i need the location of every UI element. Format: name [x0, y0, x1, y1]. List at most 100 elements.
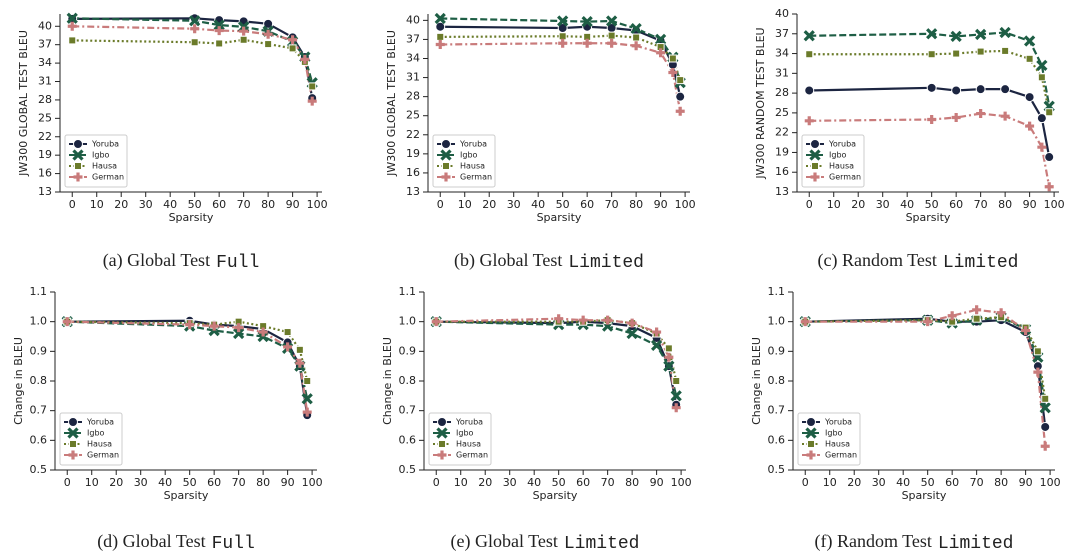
marker [435, 40, 445, 50]
y-tick-label: 0.5 [768, 463, 786, 476]
marker [1041, 394, 1050, 403]
marker [437, 417, 447, 427]
marker [68, 36, 77, 45]
marker [441, 172, 451, 182]
legend: Yoruba Igbo Hausa German [64, 134, 128, 188]
series-line [440, 34, 682, 81]
caption: (f) Random Test Limited [814, 531, 1013, 554]
legend-label: Igbo [825, 429, 843, 438]
marker [263, 18, 274, 29]
y-tick-label: 13 [38, 185, 52, 198]
y-tick-label: 19 [38, 148, 52, 161]
marker [239, 26, 249, 36]
marker [804, 116, 814, 126]
marker [654, 33, 667, 46]
x-tick-label: 20 [109, 476, 123, 489]
y-tick-label: 37 [38, 38, 52, 51]
series-line [805, 317, 1047, 428]
legend-label: Hausa [825, 440, 850, 449]
y-tick-label: 19 [775, 145, 789, 158]
y-tick-label: 22 [38, 130, 52, 143]
legend-label: Yoruba [828, 140, 856, 149]
caption-code: Limited [564, 534, 640, 554]
x-axis-label: Sparsity [537, 211, 582, 224]
marker [1036, 59, 1048, 72]
x-axis-label: Sparsity [902, 489, 947, 502]
legend-label: German [825, 451, 857, 460]
x-tick-label: 10 [458, 198, 472, 211]
marker [295, 345, 304, 354]
marker [947, 311, 957, 321]
marker [951, 85, 962, 96]
legend-label: German [829, 173, 861, 182]
marker [437, 450, 447, 460]
legend: Yoruba Igbo Hausa German [797, 412, 861, 466]
marker [307, 96, 317, 106]
x-tick-label: 20 [114, 198, 128, 211]
marker [436, 32, 445, 41]
series-line [72, 25, 314, 102]
y-tick-label: 0.7 [30, 404, 48, 417]
series-line [67, 319, 309, 416]
marker [1036, 113, 1047, 124]
y-axis-label: Change in BLEU [381, 337, 394, 425]
x-tick-label: 50 [925, 198, 939, 211]
x-tick-label: 20 [478, 476, 492, 489]
x-tick-label: 40 [527, 476, 541, 489]
marker [431, 317, 441, 327]
legend-label: Igbo [456, 429, 474, 438]
caption: (b) Global Test Limited [454, 250, 644, 273]
y-tick-label: 16 [775, 165, 789, 178]
marker [607, 38, 617, 48]
x-tick-label: 0 [806, 198, 813, 211]
marker [288, 35, 298, 45]
marker [603, 315, 613, 325]
marker [1044, 182, 1054, 192]
x-tick-label: 80 [629, 198, 643, 211]
legend-label: Igbo [87, 429, 105, 438]
y-tick-label: 31 [38, 75, 52, 88]
x-tick-label: 40 [163, 198, 177, 211]
legend-label: German [456, 451, 488, 460]
legend-label: Igbo [829, 151, 847, 160]
legend-label: Yoruba [824, 418, 852, 427]
x-tick-label: 70 [232, 476, 246, 489]
x-tick-label: 0 [437, 198, 444, 211]
x-tick-label: 10 [823, 476, 837, 489]
caption-text: (f) Random Test [814, 531, 931, 552]
series-line [67, 320, 309, 413]
x-tick-label: 60 [580, 198, 594, 211]
y-tick-label: 0.9 [768, 344, 786, 357]
series-line [436, 317, 678, 408]
series-line [805, 316, 1047, 408]
legend: Yoruba Igbo Hausa German [59, 412, 123, 466]
marker [558, 38, 568, 48]
marker [805, 50, 814, 59]
legend-label: Hausa [460, 162, 485, 171]
x-tick-label: 40 [900, 198, 914, 211]
marker [804, 85, 815, 96]
marker [975, 84, 986, 95]
marker [438, 440, 446, 448]
series-line [436, 320, 678, 405]
y-tick-label: 1.1 [30, 285, 48, 298]
marker [1033, 347, 1042, 356]
y-tick-label: 37 [775, 27, 789, 40]
marker [234, 323, 244, 333]
marker [631, 41, 641, 51]
x-tick-label: 90 [654, 198, 668, 211]
x-tick-label: 100 [675, 198, 696, 211]
marker [806, 450, 816, 460]
y-axis-label: JW300 GLOBAL TEST BLEU [385, 30, 398, 177]
marker [68, 450, 78, 460]
x-tick-label: 70 [605, 198, 619, 211]
x-tick-label: 70 [237, 198, 251, 211]
y-tick-label: 28 [38, 93, 52, 106]
marker [996, 308, 1006, 318]
marker [1000, 84, 1011, 95]
marker [607, 31, 616, 40]
marker [975, 28, 987, 41]
marker [68, 417, 78, 427]
y-tick-label: 0.7 [399, 404, 417, 417]
marker [308, 82, 317, 91]
